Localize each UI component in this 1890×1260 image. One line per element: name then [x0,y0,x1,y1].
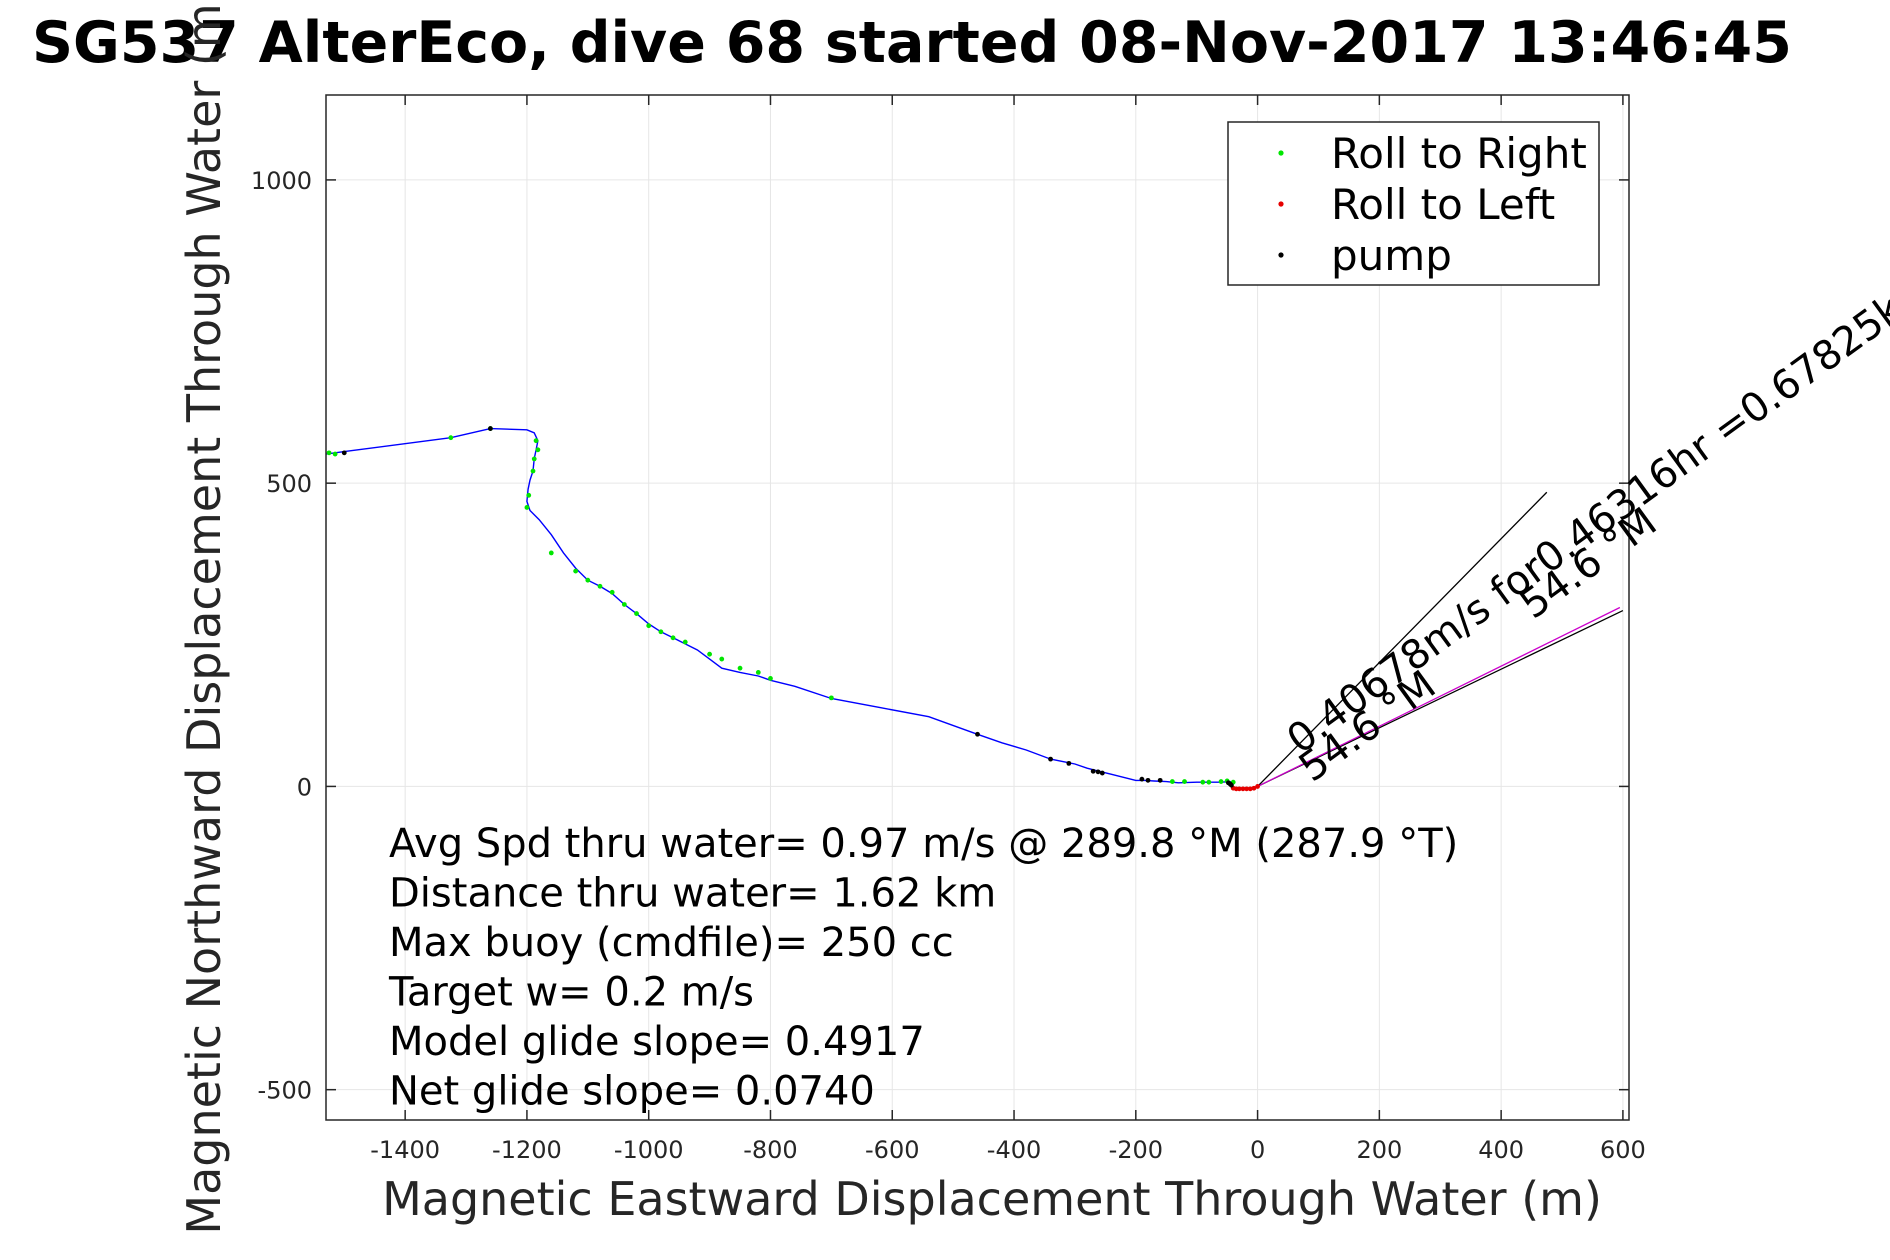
roll-right-point [533,438,539,444]
roll-left-point [1236,786,1242,792]
y-axis-ticks: -500 0 500 1000 [251,167,1629,1105]
pump-point [1099,770,1105,776]
x-axis-ticks: -1400 -1200 -1000 -800 -600 -400 -200 0 200 400 60… [370,95,1646,1164]
roll-right-point [526,492,532,498]
pump-point [1145,777,1151,783]
plot-frame [325,94,1630,1121]
legend-box [1227,121,1600,286]
x-tick-label: 600 [1600,1136,1646,1164]
pump-point [341,450,347,456]
roll-left-point [1255,784,1260,789]
x-tick-label: -600 [865,1136,919,1164]
roll-right-point [597,583,603,589]
roll-right-point [621,602,627,607]
roll-right-point [707,651,712,657]
legend-label: pump [1331,231,1452,280]
roll-right-point [448,435,454,441]
x-tick-label: -400 [987,1136,1041,1164]
roll-right-point [531,456,537,462]
x-tick-label: -800 [743,1136,797,1164]
stat-line: Avg Spd thru water= 0.97 m/s @ 289.8 °M … [389,821,1458,867]
roll-right-point [548,550,554,556]
y-axis-label: Magnetic Northward Displacement Through … [177,0,231,1235]
pump-point [1090,768,1096,774]
x-tick-label: -1200 [492,1136,562,1164]
roll-right-point [573,568,579,574]
roll-left-point [1244,786,1250,792]
roll-right-point [1218,779,1224,784]
roll-right-point [768,676,773,681]
stat-line: Target w= 0.2 m/s [388,970,754,1016]
roll-right-point [634,611,639,616]
roll-right-point [535,447,541,453]
roll-left-point [1247,786,1253,792]
data-layer [326,426,1624,792]
roll-left-point [1251,785,1257,791]
roll-right-point [646,623,652,629]
current-vector-line [1257,606,1621,788]
roll-right-point [719,656,725,662]
legend-label: Roll to Left [1331,180,1555,229]
chart-title: SG537 AlterEco, dive 68 started 08-Nov-2… [32,10,1792,76]
pump-point [1095,769,1101,775]
pump-point [975,731,980,737]
pump-point [1139,776,1145,782]
x-tick-label: 0 [1250,1136,1265,1164]
roll-right-point [1200,779,1206,785]
roll-right-point [737,665,743,671]
roll-right-point [609,589,615,595]
x-tick-label: -1400 [370,1136,440,1164]
stat-line: Net glide slope= 0.0740 [389,1069,875,1115]
roll-right-point [828,695,834,701]
stat-line: Model glide slope= 0.4917 [389,1019,925,1065]
pump-point [1048,756,1053,762]
pump-point [487,426,493,431]
y-tick-label: -500 [258,1077,312,1105]
x-tick-label: -200 [1109,1136,1163,1164]
stat-line: Distance thru water= 1.62 km [389,871,996,917]
roll-right-point [1182,779,1187,784]
roll-right-point [670,635,676,641]
y-tick-label: 1000 [251,167,312,195]
roll-left-point [1240,786,1246,792]
legend-marker [1278,252,1284,258]
roll-right-point [524,505,530,510]
y-tick-label: 0 [297,773,312,801]
stat-line: Max buoy (cmdfile)= 250 cc [389,920,954,966]
roll-right-point [530,468,536,474]
roll-right-point [682,639,688,645]
current-cone-upper-line [1257,491,1548,787]
x-axis-label: Magnetic Eastward Displacement Through W… [382,1172,1602,1226]
legend-marker [1278,201,1284,207]
roll-right-point [755,669,761,675]
pump-point [1066,760,1072,766]
current-cone-lower-line [1257,609,1624,788]
roll-right-point [585,577,591,583]
roll-right-point [1169,779,1175,784]
legend-marker [1278,150,1284,156]
pump-point [1229,782,1234,788]
x-tick-label: -1000 [614,1136,684,1164]
roll-right-point [332,451,338,457]
pump-point [1157,777,1163,783]
dive-track-line [326,427,1258,790]
y-tick-label: 500 [266,470,312,498]
roll-right-point [1206,779,1212,785]
dive-statistics: Avg Spd thru water= 0.97 m/s @ 289.8 °M … [388,821,1458,1115]
roll-right-point [326,450,332,456]
x-tick-label: 400 [1478,1136,1524,1164]
legend-label: Roll to Right [1331,129,1587,178]
x-tick-label: 200 [1356,1136,1402,1164]
roll-right-point [658,629,664,635]
